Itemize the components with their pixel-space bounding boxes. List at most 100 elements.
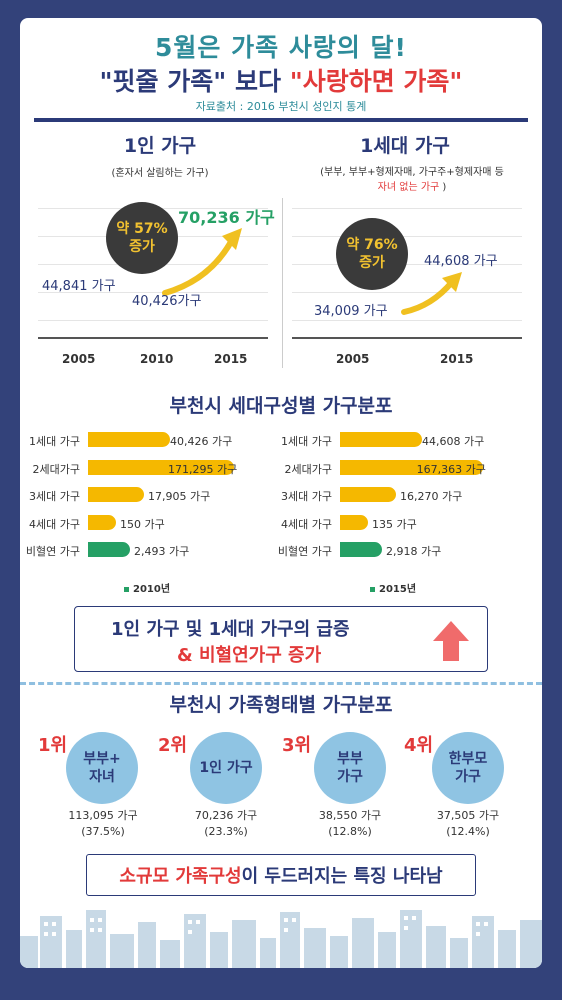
one-generation-subtitle-line2: 자녀 없는 가구 ) (286, 178, 538, 193)
family-type-name: 한부모 (448, 751, 488, 767)
bar-value-label: 150 가구 (120, 517, 165, 531)
rank-label: 3위 (282, 735, 312, 756)
family-type-count: 37,505 가구 (12.4%) (413, 808, 523, 840)
bar (340, 432, 422, 447)
bubble-line2: 증가 (359, 255, 385, 271)
bar (340, 514, 368, 530)
family-type-name: 자녀 (89, 769, 115, 785)
summary1-line1: 1인 가구 및 1세대 가구의 급증 (111, 619, 350, 640)
gridline (292, 292, 522, 293)
rank-label: 4위 (404, 735, 434, 756)
infographic-card: 5월은 가족 사랑의 달! "핏줄 가족" 보다 "사랑하면 가족" 자료출처 … (20, 18, 542, 968)
bar (88, 432, 170, 447)
year-label: 2005 (336, 352, 370, 366)
bar-value-label: 135 가구 (372, 517, 417, 531)
count-value: 113,095 가구 (68, 809, 138, 822)
legend-marker (370, 586, 375, 592)
distribution-title: 부천시 세대구성별 가구분포 (169, 395, 393, 417)
bar-category-label: 2세대가구 (284, 462, 332, 476)
summary-box-2: 소규모 가족구성 이 두드러지는 특징 나타남 (86, 854, 476, 896)
title-line2-part2: "사랑하면 가족" (289, 67, 463, 96)
year-label: 2010 (140, 352, 174, 366)
bar (340, 487, 396, 502)
family-type-count: 70,236 가구 (23.3%) (171, 808, 281, 840)
count-pct: (12.4%) (446, 825, 490, 838)
one-person-arrow (162, 228, 242, 296)
bar (340, 459, 483, 475)
city-skyline-illustration (20, 910, 542, 968)
legend-marker (124, 586, 129, 592)
bar-category-label: 비혈연 가구 (25, 545, 80, 558)
bar-category-label: 4세대 가구 (29, 517, 80, 531)
bar-category-label: 3세대 가구 (29, 490, 80, 503)
up-arrow-icon (433, 621, 469, 661)
family-type-count: 38,550 가구 (12.8%) (295, 808, 405, 840)
subtitle-end: ) (439, 182, 447, 193)
bar-value-label: 167,363 가구 (416, 462, 486, 476)
one-generation-value-2015: 44,608 가구 (424, 254, 498, 269)
gridline (38, 320, 268, 321)
bar (88, 514, 116, 530)
summary2-red: 소규모 가족구성 (119, 866, 242, 887)
count-value: 37,505 가구 (436, 809, 500, 822)
family-type-count: 113,095 가구 (37.5%) (48, 808, 158, 840)
family-type-circle: 1인 가구 (190, 732, 262, 804)
one-person-title: 1인 가구 (123, 135, 197, 157)
bar (88, 542, 130, 557)
gridline (292, 208, 522, 209)
bar-category-label: 1세대 가구 (281, 435, 332, 448)
section-divider (282, 198, 283, 368)
bar-category-label: 4세대 가구 (281, 517, 332, 531)
bar (88, 487, 144, 502)
family-type-name: 가구 (337, 769, 363, 785)
summary-box-1: 1인 가구 및 1세대 가구의 급증 & 비혈연가구 증가 (74, 606, 488, 672)
x-axis (38, 337, 268, 339)
source-text: 자료출처 : 2016 부천시 성인지 통계 (195, 100, 367, 113)
count-pct: (37.5%) (81, 825, 125, 838)
bar-category-label: 3세대 가구 (281, 490, 332, 503)
family-type-name: 1인 가구 (199, 760, 253, 776)
bubble-line1: 약 57% (116, 221, 168, 237)
one-generation-title: 1세대 가구 (360, 135, 450, 157)
gridline (292, 320, 522, 321)
no-children-text: 자녀 없는 가구 (377, 182, 440, 193)
bar-value-label: 2,493 가구 (134, 545, 190, 558)
bar-value-label: 17,905 가구 (148, 490, 211, 503)
one-person-subtitle: (혼자서 살림하는 가구) (111, 168, 209, 179)
bar (88, 459, 234, 475)
summary1-line2: & 비혈연가구 증가 (177, 645, 322, 666)
one-person-value-2005: 44,841 가구 (42, 279, 116, 294)
bar-value-label: 2,918 가구 (386, 545, 442, 558)
legend-2015: 2015년 (370, 580, 416, 595)
count-value: 70,236 가구 (194, 809, 258, 822)
rank-label: 2위 (158, 735, 188, 756)
one-generation-value-2005: 34,009 가구 (314, 304, 388, 319)
bubble-line1: 약 76% (346, 237, 398, 253)
one-person-value-2010: 40,426가구 (132, 294, 202, 309)
gridline (38, 292, 268, 293)
summary2-navy: 이 두드러지는 특징 나타남 (241, 866, 443, 887)
gridline (292, 236, 522, 237)
year-label: 2005 (62, 352, 96, 366)
family-type-name: 부부+ (83, 751, 121, 767)
one-person-value-2015: 70,236 가구 (178, 208, 275, 227)
legend-2015-label: 2015년 (379, 584, 417, 595)
bar-category-label: 비혈연 가구 (277, 545, 332, 558)
count-value: 38,550 가구 (318, 809, 382, 822)
year-label: 2015 (440, 352, 474, 366)
title-line2: "핏줄 가족" 보다 "사랑하면 가족" (20, 62, 542, 98)
one-generation-subtitle-line1: (부부, 부부+형제자매, 가구주+형제자매 등 (320, 167, 504, 178)
bar-category-label: 1세대 가구 (29, 435, 80, 448)
title-line1: 5월은 가족 사랑의 달! (155, 33, 407, 62)
bubble-line2: 증가 (129, 239, 155, 255)
dashed-divider (20, 682, 542, 685)
rank-label: 1위 (38, 735, 68, 756)
one-generation-arrow (401, 272, 462, 315)
title-line2-part1: "핏줄 가족" 보다 (99, 67, 290, 96)
count-pct: (23.3%) (204, 825, 248, 838)
bar-value-label: 40,426 가구 (170, 435, 233, 448)
x-axis (292, 337, 522, 339)
legend-2010-label: 2010년 (133, 584, 171, 595)
family-type-name: 가구 (455, 769, 481, 785)
